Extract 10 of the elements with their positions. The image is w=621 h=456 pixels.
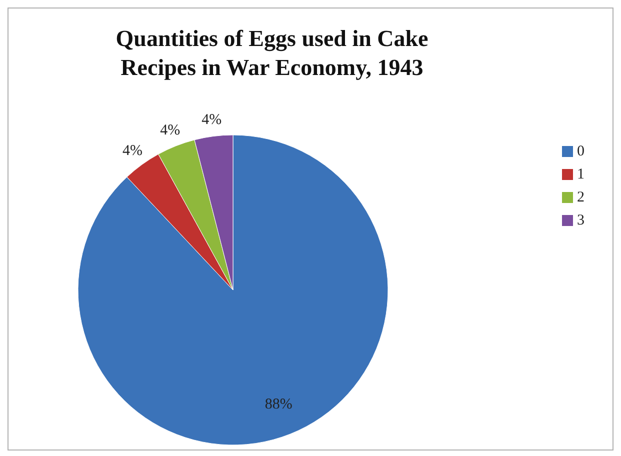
data-label: 4% (202, 112, 222, 128)
legend-label: 2 (577, 189, 584, 206)
data-label: 4% (122, 143, 142, 160)
data-label: 88% (264, 396, 292, 413)
chart-title: Quantities of Eggs used in Cake Recipes in War Economy, 1943 (116, 26, 428, 80)
data-label: 4% (160, 122, 180, 138)
legend-label: 1 (577, 166, 584, 182)
pie-slice (78, 134, 388, 446)
legend-label: 0 (577, 143, 584, 160)
legend-label: 3 (577, 212, 584, 228)
